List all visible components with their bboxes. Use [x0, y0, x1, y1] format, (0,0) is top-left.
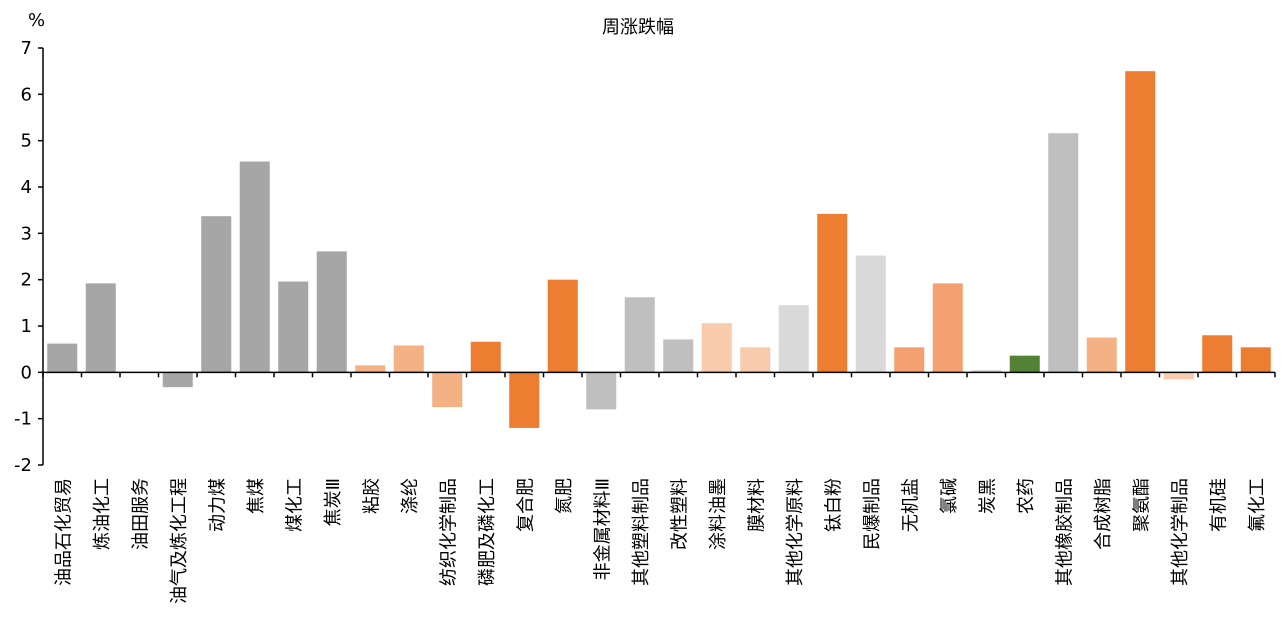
bar-23 [894, 347, 925, 373]
y-tick-label: -1 [14, 409, 32, 430]
bar-2 [85, 283, 116, 373]
x-category-label: 氯碱 [939, 478, 960, 514]
x-category-label: 聚氨酯 [1131, 478, 1152, 532]
y-tick-label: 7 [21, 38, 32, 59]
bar-27 [1048, 133, 1079, 373]
x-category-label: 有机硅 [1208, 478, 1229, 532]
x-category-label: 焦煤 [246, 478, 267, 514]
y-tick-label: 5 [21, 131, 32, 152]
y-tick-label: 3 [21, 223, 32, 244]
category-labels: 油品石化贸易 炼油化工 油田服务 油气及炼化工程 动力煤 焦煤 煤化工 焦炭Ⅲ 粘胶 涤纶 纺织化学… [53, 478, 1268, 604]
x-category-label: 动力煤 [207, 478, 228, 532]
bar-19 [740, 347, 771, 373]
x-category-label: 炼油化工 [92, 478, 113, 550]
x-category-label: 炭黑 [977, 478, 998, 514]
bar-26 [1009, 355, 1040, 373]
x-category-label: 复合肥 [515, 478, 536, 532]
y-tick-label: 4 [21, 177, 32, 198]
x-category-label: 油品石化贸易 [53, 478, 74, 586]
x-category-label: 粘胶 [361, 478, 382, 514]
bar-31 [1202, 335, 1233, 373]
x-category-label: 民爆制品 [862, 478, 883, 550]
bar-14 [547, 279, 578, 373]
bar-10 [393, 345, 424, 373]
bar-16 [624, 297, 655, 373]
bar-24 [932, 283, 963, 373]
bar-18 [701, 323, 732, 373]
x-category-label: 涂料油墨 [708, 478, 729, 550]
x-category-label: 其他橡胶制品 [1054, 478, 1075, 586]
bar-30 [1163, 372, 1194, 380]
y-tick-label: 1 [21, 316, 32, 337]
x-category-label: 油气及炼化工程 [169, 478, 190, 604]
x-category-label: 焦炭Ⅲ [323, 478, 344, 526]
x-category-label: 钛白粉 [823, 478, 844, 532]
x-category-label: 无机盐 [900, 478, 921, 532]
bar-7 [278, 281, 309, 373]
y-tick-label: 6 [21, 84, 32, 105]
x-category-label: 改性塑料 [669, 478, 690, 550]
y-axis-unit-label: % [28, 10, 45, 31]
bars-layer [47, 71, 1271, 428]
bar-5 [201, 216, 232, 373]
bar-22 [855, 255, 886, 373]
y-axis: -2 -1 0 1 2 3 4 5 6 7 [14, 38, 44, 476]
bar-11 [432, 372, 463, 408]
bar-28 [1086, 337, 1117, 373]
bar-20 [778, 305, 809, 373]
x-category-label: 氟化工 [1247, 478, 1268, 532]
x-category-label: 磷肥及磷化工 [477, 478, 498, 586]
bar-6 [239, 161, 270, 373]
y-tick-label: 0 [21, 362, 32, 383]
bar-1 [47, 343, 78, 373]
bar-9 [355, 365, 386, 373]
x-category-label: 合成树脂 [1093, 478, 1114, 550]
bar-17 [663, 339, 694, 373]
bar-13 [509, 372, 540, 428]
bar-4 [162, 372, 193, 388]
bar-32 [1240, 347, 1271, 373]
chart-title: 周涨跌幅 [602, 17, 674, 38]
x-category-label: 纺织化学制品 [438, 478, 459, 586]
x-category-label: 涤纶 [400, 478, 421, 514]
x-category-label: 氮肥 [554, 478, 575, 514]
x-category-label: 油田服务 [130, 478, 151, 550]
y-tick-label: 2 [21, 270, 32, 291]
bar-29 [1125, 71, 1156, 373]
bar-15 [586, 372, 617, 410]
x-category-label: 煤化工 [284, 478, 305, 532]
x-category-label: 其他塑料制品 [631, 478, 652, 586]
x-axis [42, 371, 1276, 378]
x-category-label: 其他化学原料 [785, 478, 806, 586]
bar-12 [470, 341, 501, 373]
bar-21 [817, 213, 848, 373]
x-category-label: 农药 [1016, 478, 1037, 514]
y-tick-label: -2 [14, 455, 32, 476]
x-category-label: 非金属材料Ⅲ [592, 478, 613, 580]
x-category-label: 膜材料 [746, 478, 767, 532]
bar-25 [971, 370, 1002, 373]
x-category-label: 其他化学制品 [1170, 478, 1191, 586]
bar-8 [316, 251, 347, 373]
